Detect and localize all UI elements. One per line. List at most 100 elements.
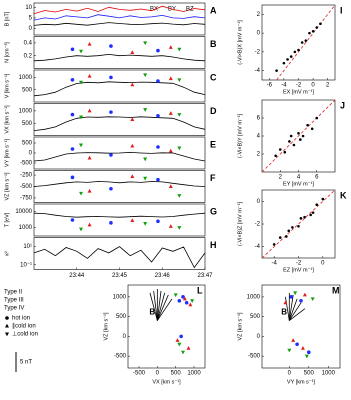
marker xyxy=(177,194,182,198)
marker xyxy=(177,113,182,117)
scatter-point xyxy=(282,61,286,65)
marker xyxy=(307,350,311,354)
marker xyxy=(168,224,173,228)
marker xyxy=(291,338,296,342)
panel-label: C xyxy=(210,72,217,82)
marker xyxy=(177,78,182,83)
x-tick-label: 500 xyxy=(304,371,315,377)
scatter-point xyxy=(297,48,300,52)
scatter-point xyxy=(291,226,294,229)
y-tick-label: 0 xyxy=(257,31,261,37)
x-tick-label: 23:45 xyxy=(112,273,128,279)
y-tick-label: 0 xyxy=(123,334,127,340)
y-axis-label: VZ [km s⁻¹] xyxy=(103,312,109,340)
y-tick-label: -2 xyxy=(255,222,261,228)
series-label: BZ xyxy=(186,7,194,13)
y-axis-label: (-Vi×B)Z [mV m⁻¹] xyxy=(237,201,243,246)
x-tick-label: 23:46 xyxy=(155,273,171,279)
scatter-point xyxy=(303,215,306,219)
y-tick-label: 0.4 xyxy=(24,40,33,46)
field-vector xyxy=(288,302,302,321)
marker xyxy=(5,332,9,337)
panel-label: B xyxy=(210,39,217,49)
marker xyxy=(143,108,148,112)
y-tick-label: -4 xyxy=(255,68,261,74)
marker xyxy=(79,191,84,196)
scatter-point xyxy=(297,224,300,228)
y-tick-label: -500 xyxy=(248,354,261,360)
scatter-point xyxy=(293,50,297,54)
marker xyxy=(168,184,173,188)
marker xyxy=(87,73,92,78)
x-tick-label: 0 xyxy=(311,83,315,89)
scatter-point xyxy=(297,132,300,135)
x-axis-label: EY [mV m⁻¹] xyxy=(283,181,314,187)
scatter-point xyxy=(310,127,314,131)
legend-type: Type IV xyxy=(4,306,24,312)
y-tick-label: 500 xyxy=(22,121,33,127)
y-tick-label: 10¹ xyxy=(23,244,32,250)
y-tick-label: 1000 xyxy=(19,108,33,114)
marker xyxy=(79,143,84,148)
scatter-point xyxy=(301,134,305,138)
y-tick-label: 500 xyxy=(22,87,33,93)
marker xyxy=(70,78,75,82)
field-vector xyxy=(289,308,306,321)
marker xyxy=(5,316,9,320)
marker xyxy=(310,297,315,302)
marker xyxy=(168,111,173,115)
marker xyxy=(143,176,148,181)
reference-line xyxy=(276,4,336,81)
scatter-point xyxy=(306,123,309,127)
scatter-point xyxy=(299,138,302,141)
field-vector xyxy=(156,290,162,321)
scatter-point xyxy=(315,26,319,29)
field-vector xyxy=(156,294,169,321)
panel-label: E xyxy=(210,139,216,149)
x-axis-label: VY [km s⁻¹] xyxy=(287,379,316,385)
scatter-point xyxy=(278,236,282,239)
x-tick-label: 1000 xyxy=(187,371,201,377)
x-tick-label: -4 xyxy=(281,83,287,89)
series-line xyxy=(33,212,206,218)
scale-bar-label: 5 nT xyxy=(20,360,32,366)
marker xyxy=(177,47,182,52)
marker xyxy=(109,153,113,157)
marker xyxy=(70,112,75,117)
marker xyxy=(299,299,303,303)
series-line xyxy=(33,246,206,269)
marker xyxy=(287,348,292,353)
scatter-point xyxy=(321,197,325,201)
y-tick-label: 5 xyxy=(29,16,33,22)
marker xyxy=(300,346,305,350)
marker xyxy=(177,299,182,303)
marker xyxy=(179,334,183,339)
marker xyxy=(156,219,160,224)
field-vector xyxy=(153,290,158,321)
scatter-point xyxy=(272,243,276,246)
marker xyxy=(109,221,113,225)
marker xyxy=(168,45,173,49)
x-tick-label: 23:44 xyxy=(69,273,85,279)
y-tick-label: 10000 xyxy=(15,209,32,215)
marker xyxy=(181,350,185,355)
panel-label: A xyxy=(210,5,217,15)
marker xyxy=(109,110,113,114)
x-tick-label: 6 xyxy=(315,175,319,181)
marker xyxy=(304,354,309,359)
marker xyxy=(79,80,84,85)
panel-frame xyxy=(33,69,206,103)
panel-label: F xyxy=(210,173,216,183)
scatter-point xyxy=(274,154,277,158)
series-label: BY xyxy=(168,7,176,13)
x-tick-label: -2 xyxy=(296,83,302,89)
scatter-point xyxy=(311,211,315,214)
scatter-point xyxy=(299,217,303,220)
y-tick-label: 0 xyxy=(29,151,33,157)
scatter-point xyxy=(287,229,291,233)
y-tick-label: -250 xyxy=(20,173,33,179)
series-line xyxy=(33,22,206,26)
scatter-point xyxy=(278,148,282,151)
marker xyxy=(130,50,135,54)
series-line xyxy=(33,151,206,162)
